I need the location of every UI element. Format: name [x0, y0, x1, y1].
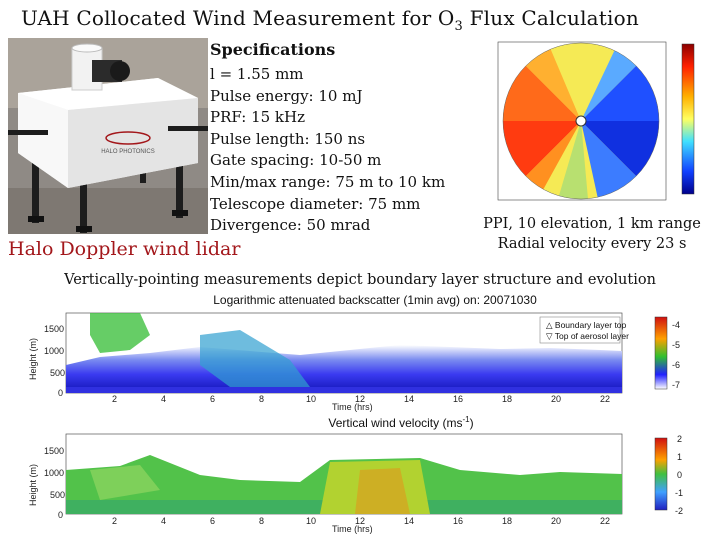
ytick: 500 [50, 368, 66, 378]
ytick: 1500 [44, 446, 65, 456]
cbar-tick: 0 [677, 470, 683, 480]
vertical-velocity-plot [0, 430, 720, 520]
spec-item: Min/max range: 75 m to 10 km [210, 172, 446, 191]
backscatter-plot [0, 305, 720, 417]
legend-boundary-layer-top: △ Boundary layer top [546, 320, 627, 330]
xtick: 10 [306, 516, 317, 526]
cbar-tick: -1 [675, 488, 684, 498]
ytick: 1000 [44, 346, 65, 356]
cbar-tick: -4 [672, 320, 681, 330]
spec-item: Divergence: 50 mrad [210, 216, 371, 235]
backscatter-plot-title: Logarithmic attenuated backscatter (1min… [213, 293, 537, 307]
specs-heading: Specifications [210, 40, 336, 59]
ytick: 500 [50, 490, 66, 500]
spec-item: Telescope diameter: 75 mm [210, 194, 421, 213]
xtick: 16 [453, 394, 464, 404]
xtick: 8 [259, 394, 265, 404]
backscatter-legend [539, 316, 621, 344]
xtick: 8 [259, 516, 265, 526]
ppi-caption-line2: Radial velocity every 23 s [497, 236, 687, 252]
brand-logo-label: HALO PHOTONICS [101, 149, 155, 155]
ppi-radial-velocity-image [478, 34, 708, 209]
xtick: 22 [600, 516, 611, 526]
xtick: 4 [161, 394, 167, 404]
ytick: 0 [58, 388, 64, 398]
xtick: 6 [210, 516, 216, 526]
velocity-ylabel: Height (m) [28, 463, 38, 506]
ytick: 1000 [44, 468, 65, 478]
backscatter-xlabel: Time (hrs) [332, 402, 373, 412]
xtick: 20 [551, 516, 562, 526]
backscatter-ylabel: Height (m) [28, 337, 38, 380]
lidar-photo: HALO PHOTONICS [8, 38, 208, 234]
ppi-caption-line1: PPI, 10 elevation, 1 km range [483, 216, 701, 232]
spec-item: Gate spacing: 10-50 m [210, 151, 382, 170]
cbar-tick: -6 [672, 360, 681, 370]
xtick: 14 [404, 516, 415, 526]
cbar-tick: 2 [677, 434, 683, 444]
cbar-tick: -5 [672, 340, 681, 350]
ppi-caption: PPI, 10 elevation, 1 km range Radial vel… [472, 214, 712, 254]
lidar-caption: Halo Doppler wind lidar [8, 238, 241, 260]
xtick: 18 [502, 516, 513, 526]
xtick: 14 [404, 394, 415, 404]
cbar-tick: 1 [677, 452, 683, 462]
cbar-tick: -2 [675, 506, 684, 516]
xtick: 10 [306, 394, 317, 404]
xtick: 6 [210, 394, 216, 404]
xtick: 2 [112, 394, 118, 404]
xtick: 22 [600, 394, 611, 404]
cbar-tick: -7 [672, 380, 681, 390]
xtick: 16 [453, 516, 464, 526]
page-title: UAH Collocated Wind Measurement for O3 F… [21, 6, 639, 34]
spec-item: Pulse energy: 10 mJ [210, 86, 363, 105]
vertical-velocity-plot-title: Vertical wind velocity (ms-1) [328, 415, 474, 430]
ytick: 0 [58, 510, 64, 520]
xtick: 12 [355, 516, 366, 526]
specs-list: l = 1.55 mm Pulse energy: 10 mJ PRF: 15 … [210, 64, 445, 237]
spec-item: l = 1.55 mm [210, 65, 304, 83]
xtick: 4 [161, 516, 167, 526]
spec-item: Pulse length: 150 ns [210, 129, 366, 148]
xtick: 18 [502, 394, 513, 404]
ytick: 1500 [44, 324, 65, 334]
vertical-pointing-caption: Vertically-pointing measurements depict … [64, 272, 656, 288]
xtick: 12 [355, 394, 366, 404]
xtick: 2 [112, 516, 118, 526]
velocity-xlabel: Time (hrs) [332, 524, 373, 534]
spec-item: PRF: 15 kHz [210, 108, 306, 127]
legend-aerosol-layer-top: ▽ Top of aerosol layer [546, 331, 629, 341]
backscatter-legend-text: △ Boundary layer top ▽ Top of aerosol la… [542, 318, 633, 344]
xtick: 20 [551, 394, 562, 404]
